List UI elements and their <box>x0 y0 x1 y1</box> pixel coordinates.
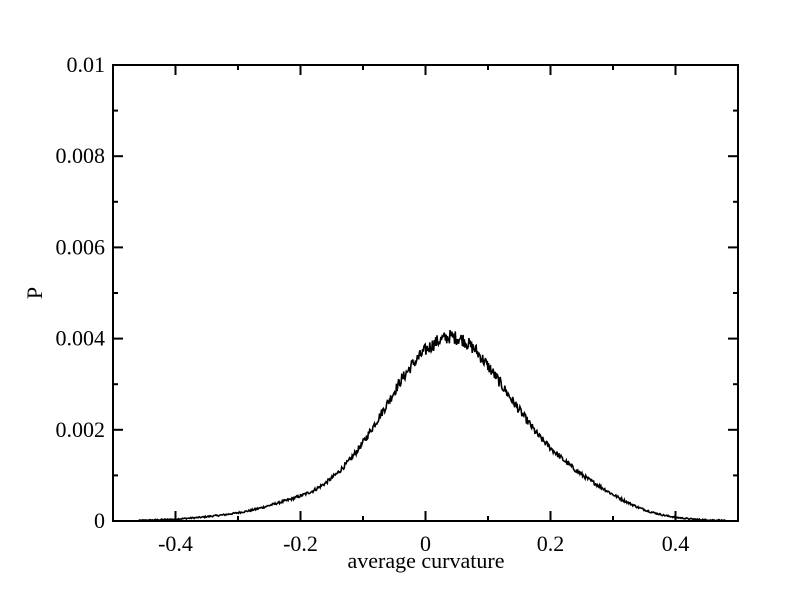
series-line <box>137 329 726 522</box>
y-tick-label: 0 <box>94 508 105 533</box>
x-tick-label: 0.4 <box>662 531 690 556</box>
y-tick-label: 0.004 <box>56 326 106 351</box>
x-tick-label: 0 <box>420 531 431 556</box>
y-tick-label: 0.006 <box>56 234 106 259</box>
y-tick-label: 0.002 <box>56 417 106 442</box>
x-tick-label: -0.4 <box>158 531 193 556</box>
y-axis-ticks: 0 0.002 0.004 0.006 0.008 0.01 <box>56 52 738 533</box>
y-tick-label: 0.008 <box>56 143 106 168</box>
x-tick-label: 0.2 <box>537 531 565 556</box>
series-layer <box>137 329 726 522</box>
y-axis-title: P <box>22 287 47 299</box>
plot-frame <box>112 64 739 522</box>
y-tick-label: 0.01 <box>67 52 106 77</box>
x-axis-ticks: -0.4 -0.2 0 0.2 0.4 <box>112 65 739 556</box>
x-axis-title: average curvature <box>348 548 505 573</box>
x-tick-label: -0.2 <box>283 531 318 556</box>
plot-area <box>112 64 739 522</box>
